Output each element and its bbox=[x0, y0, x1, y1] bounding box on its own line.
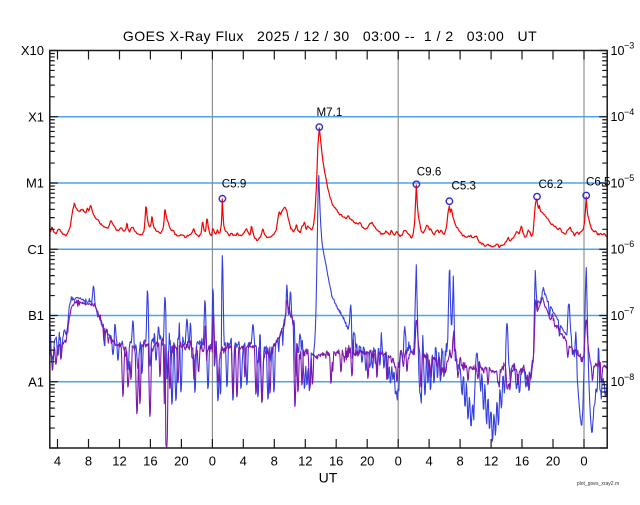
svg-text:−6: −6 bbox=[624, 239, 634, 249]
svg-text:A1: A1 bbox=[28, 374, 44, 389]
svg-text:10: 10 bbox=[611, 309, 625, 323]
svg-text:X1: X1 bbox=[28, 110, 44, 125]
svg-text:plot_goes_xray2.m: plot_goes_xray2.m bbox=[577, 481, 619, 487]
svg-text:16: 16 bbox=[329, 454, 343, 469]
svg-text:UT: UT bbox=[319, 470, 338, 486]
svg-text:12: 12 bbox=[112, 454, 126, 469]
svg-text:−7: −7 bbox=[624, 306, 634, 316]
svg-text:GOES X-Ray Flux 2025 / 12 /: GOES X-Ray Flux 2025 / 12 / 30 03:00 -- … bbox=[123, 28, 537, 44]
svg-text:20: 20 bbox=[360, 454, 374, 469]
svg-text:B1: B1 bbox=[28, 308, 44, 323]
svg-text:C9.6: C9.6 bbox=[417, 165, 442, 178]
svg-text:8: 8 bbox=[456, 454, 463, 469]
svg-text:M7.1: M7.1 bbox=[317, 106, 343, 119]
svg-text:−4: −4 bbox=[624, 107, 634, 117]
svg-text:20: 20 bbox=[174, 454, 188, 469]
svg-text:16: 16 bbox=[515, 454, 529, 469]
svg-text:C5.9: C5.9 bbox=[222, 178, 247, 191]
svg-text:8: 8 bbox=[85, 454, 92, 469]
svg-text:4: 4 bbox=[240, 454, 247, 469]
svg-text:12: 12 bbox=[484, 454, 498, 469]
svg-text:8: 8 bbox=[271, 454, 278, 469]
svg-text:C6.2: C6.2 bbox=[539, 178, 564, 191]
svg-text:12: 12 bbox=[298, 454, 312, 469]
svg-text:C6.5: C6.5 bbox=[586, 176, 611, 189]
svg-text:4: 4 bbox=[425, 454, 432, 469]
svg-text:−5: −5 bbox=[624, 173, 634, 183]
svg-text:M1: M1 bbox=[26, 176, 44, 191]
svg-text:−8: −8 bbox=[624, 372, 634, 382]
svg-text:10: 10 bbox=[611, 176, 625, 190]
svg-text:C1: C1 bbox=[27, 242, 44, 257]
svg-text:X10: X10 bbox=[21, 43, 44, 58]
svg-text:10: 10 bbox=[611, 110, 625, 124]
svg-text:0: 0 bbox=[209, 454, 216, 469]
svg-text:0: 0 bbox=[395, 454, 402, 469]
svg-text:10: 10 bbox=[611, 44, 625, 58]
svg-text:−3: −3 bbox=[624, 41, 634, 51]
svg-text:20: 20 bbox=[546, 454, 560, 469]
svg-text:0: 0 bbox=[580, 454, 587, 469]
svg-text:16: 16 bbox=[143, 454, 157, 469]
svg-text:10: 10 bbox=[611, 375, 625, 389]
svg-text:10: 10 bbox=[611, 243, 625, 257]
svg-text:C5.3: C5.3 bbox=[452, 179, 477, 192]
svg-text:4: 4 bbox=[54, 454, 61, 469]
